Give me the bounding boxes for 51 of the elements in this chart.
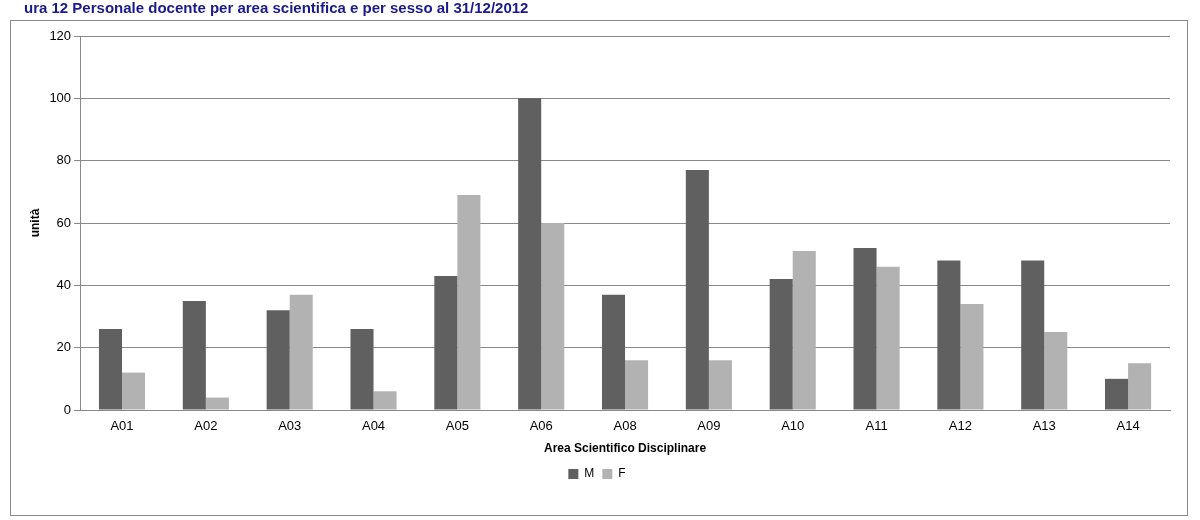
bar [434,275,458,410]
x-tick-label: A14 [1116,418,1140,434]
x-tick-label: A10 [781,418,805,434]
x-tick-label: A01 [110,418,134,434]
y-tick-label: 80 [56,152,72,168]
y-tick-label: 100 [49,89,72,105]
x-tick-label: A06 [529,418,553,434]
bar [937,260,961,410]
y-axis-title: unità [27,208,42,238]
bar [98,328,123,410]
bar [1044,332,1068,410]
bar [1021,260,1045,410]
bar [792,251,816,410]
bar [457,194,481,410]
bar [1105,378,1129,410]
bar [625,360,649,410]
legend-label: M [584,466,595,481]
bar [853,247,877,410]
x-tick-label: A12 [948,418,972,434]
y-tick-label: 0 [63,401,72,417]
x-tick-label: A04 [361,418,386,434]
bar [373,391,397,410]
bar [518,98,542,410]
x-tick-label: A03 [278,418,302,434]
bar [960,304,984,410]
y-tick-label: 120 [49,27,72,43]
x-tick-label: A05 [445,418,469,434]
bar [601,294,626,410]
bar [876,266,900,410]
x-tick-label: A13 [1032,418,1056,434]
bar [350,328,374,410]
bar [685,170,709,410]
bar [182,300,206,410]
bar [769,279,793,410]
x-tick-label: A08 [613,418,637,434]
x-tick-label: A09 [697,418,721,434]
bar [1128,363,1152,410]
x-tick-label: A02 [194,418,218,434]
y-tick-label: 60 [56,214,72,230]
y-tick-label: 20 [56,339,72,355]
bar [708,360,732,410]
x-tick-label: A11 [865,418,888,434]
y-tick-label: 40 [56,276,72,292]
bar [541,223,565,410]
chart-title: ura 12 Personale docente per area scientifica e per sesso al 31/12/2012 [24,0,529,17]
bar [266,310,290,410]
bar [205,397,229,410]
bar [289,294,313,410]
bar [122,372,146,410]
x-axis-title: Area Scientifico Disciplinare [544,441,707,456]
legend-label: F [618,466,626,481]
